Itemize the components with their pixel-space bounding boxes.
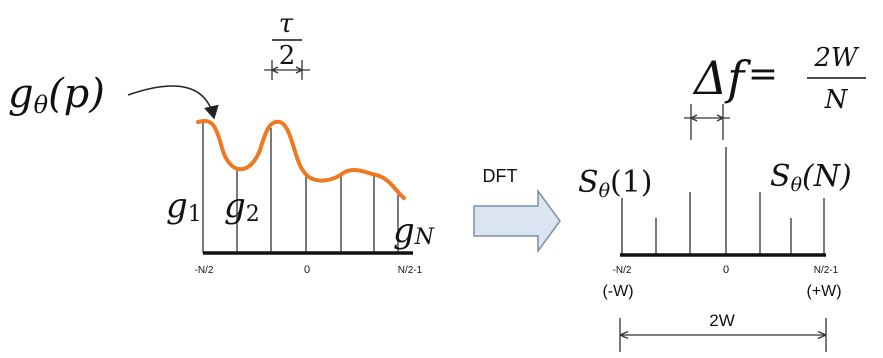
delta-denominator: N — [824, 85, 849, 115]
spectrum-label-first: Sθ(1) — [578, 165, 653, 202]
sample-label-second: g2 — [224, 186, 260, 227]
sampled-signal-panel: gθ(p) τ 2 g1 — [8, 9, 435, 276]
sample-label-last: gN — [393, 211, 435, 251]
dft-label: DFT — [483, 166, 518, 186]
spectrum-stems — [621, 147, 825, 255]
signal-axis-left-label: -N/2 — [195, 265, 214, 276]
bandwidth-label: 2W — [709, 311, 735, 330]
sample-label-first: g1 — [166, 186, 202, 227]
spectrum-bound-left: (-W) — [602, 283, 633, 300]
equals-sign: = — [748, 54, 778, 95]
signal-axis-right-label: N/2-1 — [398, 265, 423, 276]
spacing-numerator: τ — [279, 9, 294, 39]
delta-f-label: Δf — [692, 51, 751, 105]
block-arrow-icon — [473, 188, 561, 254]
function-label: gθ(p) — [8, 71, 105, 119]
sample-stems — [202, 122, 399, 253]
spectrum-panel: Δf = 2W N Sθ(1) Sθ(N) — [578, 43, 866, 352]
signal-axis-zero-label: 0 — [304, 264, 310, 276]
spectrum-label-last: Sθ(N) — [770, 159, 852, 196]
spacing-dimension — [264, 60, 310, 80]
pointer-arrow — [127, 85, 219, 120]
spacing-denominator: 2 — [279, 41, 296, 71]
spectrum-bound-right: (+W) — [806, 283, 841, 300]
delta-numerator: 2W — [813, 43, 860, 73]
signal-curve — [196, 119, 406, 200]
spectrum-axis-left-label: -N/2 — [613, 265, 632, 276]
spectrum-axis-zero-label: 0 — [723, 264, 729, 276]
bandwidth-dimension — [619, 318, 827, 352]
spectrum-axis-right-label: N/2-1 — [814, 265, 839, 276]
delta-dimension — [684, 104, 730, 140]
dft-transform-arrow: DFT — [473, 166, 561, 254]
